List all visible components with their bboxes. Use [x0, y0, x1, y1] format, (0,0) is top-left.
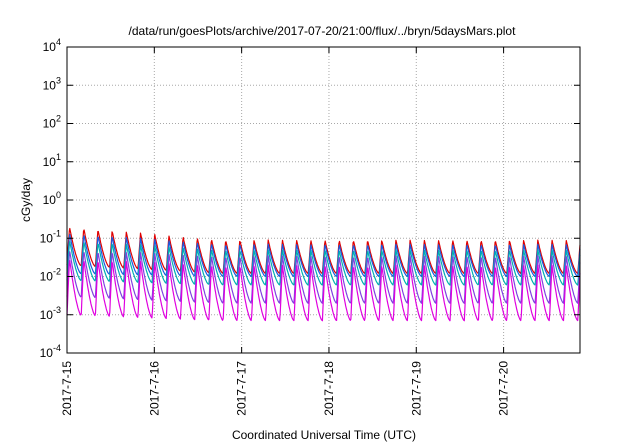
x-axis-label: Coordinated Universal Time (UTC)	[232, 428, 416, 442]
y-tick-label: 10-3	[40, 305, 61, 322]
axis-ticks	[66, 46, 580, 354]
y-tick-label: 100	[43, 190, 61, 207]
y-tick-label: 102	[43, 114, 61, 131]
y-tick-label: 10-1	[40, 228, 61, 245]
series-line-5	[66, 260, 581, 322]
x-tick-label: 2017-7-19	[409, 361, 423, 416]
y-axis-label: cGy/day	[19, 178, 33, 222]
y-tick-label: 10-2	[40, 267, 61, 284]
plot-series	[66, 227, 581, 322]
y-tick-label: 104	[43, 37, 61, 54]
x-tick-label: 2017-7-17	[235, 361, 249, 416]
x-tick-label: 2017-7-18	[322, 361, 336, 416]
x-tick-label: 2017-7-16	[147, 361, 161, 416]
x-tick-label: 2017-7-20	[497, 361, 511, 416]
y-tick-label: 101	[43, 152, 61, 169]
y-tick-label: 10-4	[40, 343, 61, 360]
x-tick-label: 2017-7-15	[60, 361, 74, 416]
y-tick-label: 103	[43, 75, 61, 92]
chart-title: /data/run/goesPlots/archive/2017-07-20/2…	[129, 24, 517, 38]
y-tick-labels: 10-4 10-3 10-2 10-1 100 101 102 103 104	[40, 37, 61, 360]
x-tick-labels: 2017-7-15 2017-7-16 2017-7-17 2017-7-18 2017…	[60, 361, 511, 416]
